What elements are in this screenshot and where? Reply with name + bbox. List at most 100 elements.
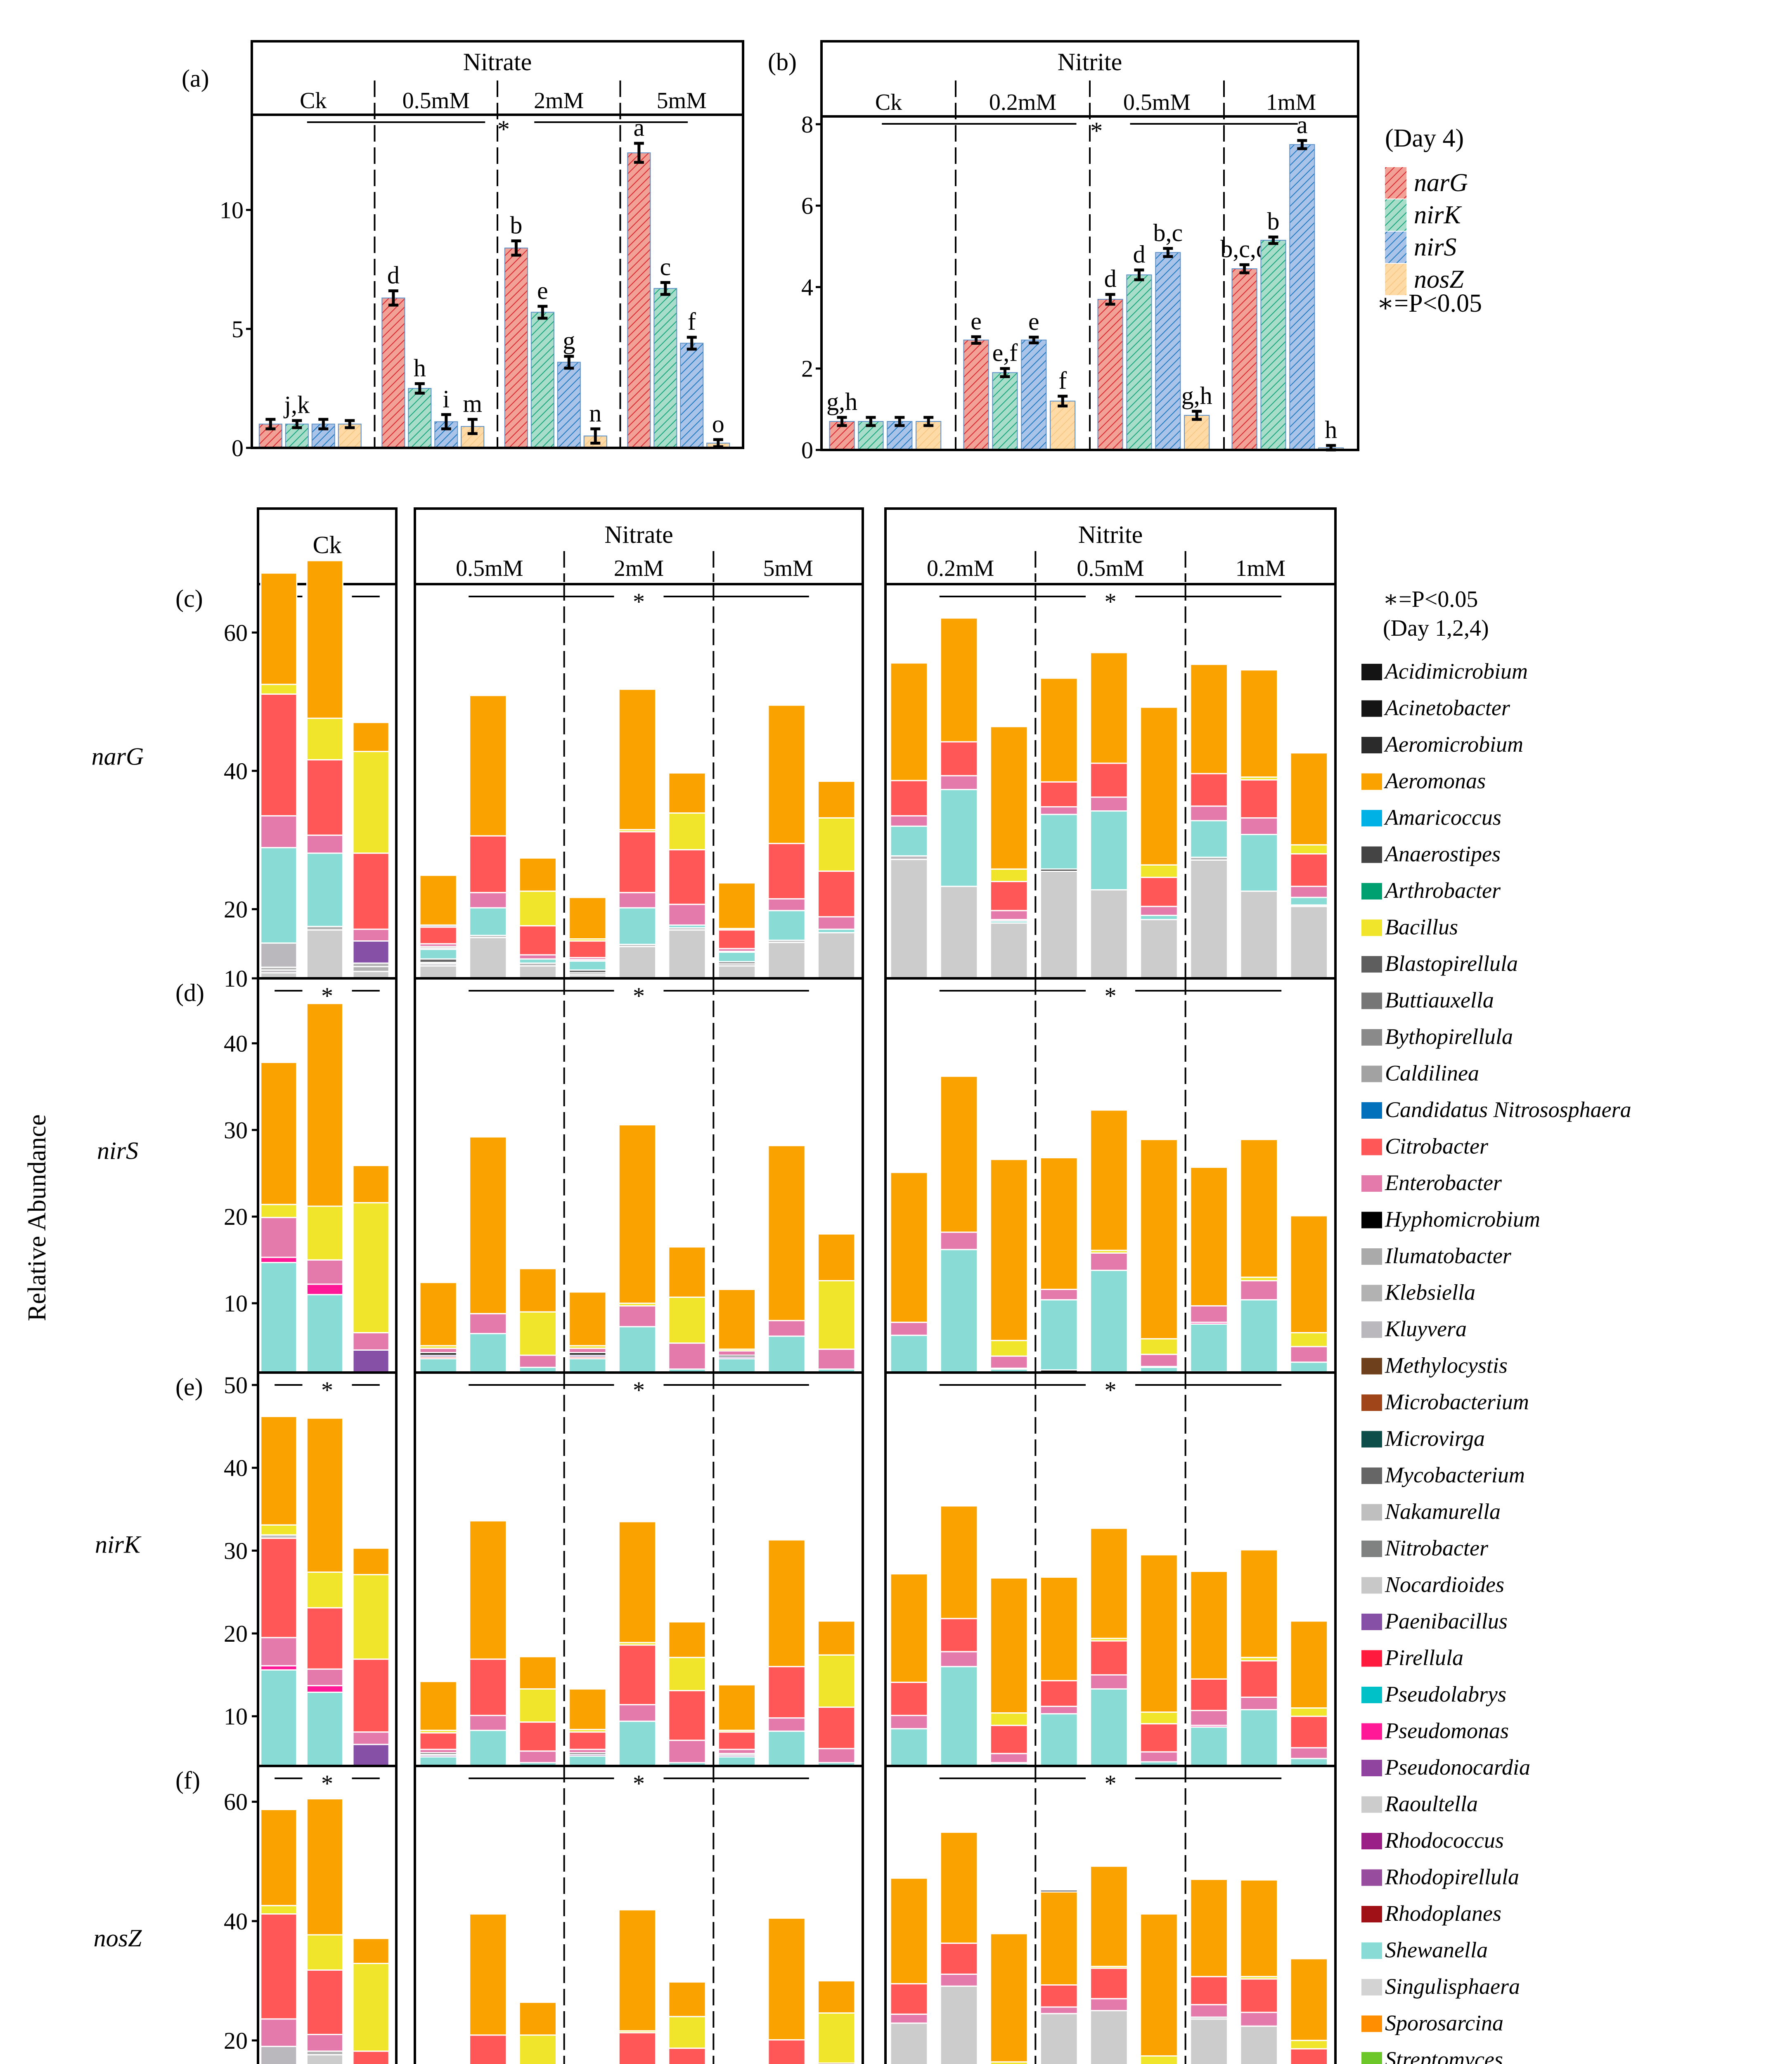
segment-aeromonas: [890, 1172, 928, 1323]
segment-aeromonas: [568, 1688, 607, 1730]
bar-narG: [1097, 299, 1123, 451]
segment-aeromonas: [1140, 1913, 1178, 2057]
segment-aeromonas: [1240, 669, 1278, 778]
segment-raoultella: [469, 937, 507, 979]
segment-aeromonas: [260, 1415, 298, 1526]
facet-subtitle: 2mM: [614, 556, 664, 581]
segment-aeromonas: [668, 1981, 706, 2017]
segment-citrobacter: [260, 1913, 298, 2020]
facet-title: Nitrite: [1058, 48, 1122, 76]
significance-letter: g: [563, 327, 575, 354]
segment-shewanella: [469, 1333, 507, 1373]
bar-nirK: [408, 388, 432, 449]
legend-label-nosZ: nosZ: [1414, 265, 1464, 294]
legend-swatch-pirellula: [1361, 1650, 1382, 1667]
segment-aeromonas: [618, 689, 656, 831]
segment-aeromonas: [306, 1798, 343, 1936]
segment-raoultella: [306, 929, 343, 979]
segment-enterobacter: [890, 2013, 928, 2024]
segment-raoultella: [940, 1985, 978, 2064]
category-label: 1mM: [1266, 90, 1316, 115]
segment-citrobacter: [1290, 2048, 1328, 2064]
segment-aeromonas: [990, 1933, 1028, 2063]
legend-note: ∗=P<0.05: [1377, 289, 1482, 317]
legend-label-pseudonocardia: Pseudonocardia: [1385, 1755, 1530, 1780]
segment-enterobacter: [260, 1637, 298, 1666]
segment-citrobacter: [1190, 1678, 1228, 1711]
error-bar: [1105, 293, 1115, 306]
legend-label-narG: narG: [1414, 169, 1468, 197]
significance-letter: a: [634, 114, 645, 141]
segment-aeromonas: [940, 1831, 978, 1944]
segment-enterobacter: [767, 898, 806, 911]
segment-bacillus: [260, 1524, 298, 1536]
segment-enterobacter: [1240, 1280, 1278, 1301]
bar-nosZ: [1050, 400, 1076, 450]
segment-aeromonas: [717, 1289, 756, 1350]
significance-marker: *: [497, 116, 510, 143]
segment-citrobacter: [352, 1658, 390, 1733]
segment-raoultella: [1190, 2018, 1228, 2064]
segment-bacillus: [668, 812, 706, 850]
error-bar: [1239, 263, 1250, 275]
segment-aeromonas: [419, 1282, 457, 1347]
segment-shewanella: [306, 1691, 343, 1767]
segment-citrobacter: [1090, 762, 1128, 798]
segment-aeromonas: [1140, 706, 1178, 866]
significance-marker: *: [1105, 1770, 1117, 1797]
segment-citrobacter: [469, 2034, 507, 2064]
legend-swatch-nakamurella: [1361, 1504, 1382, 1521]
significance-marker: *: [1105, 1377, 1117, 1404]
legend-swatch-acidimicrobium: [1361, 664, 1382, 680]
segment-shewanella: [767, 1335, 806, 1373]
significance-marker: *: [321, 1770, 333, 1797]
segment-bacillus: [668, 1657, 706, 1691]
category-label: 0.5mM: [1123, 90, 1191, 115]
segment-shewanella: [717, 1756, 756, 1767]
segment-aeromonas: [668, 1246, 706, 1298]
segment-shewanella: [260, 1669, 298, 1767]
segment-enterobacter: [817, 916, 856, 930]
legend-swatch-anaerostipes: [1361, 846, 1382, 863]
segment-bacillus: [1140, 1711, 1178, 1725]
segment-citrobacter: [1039, 781, 1078, 807]
bar-nirK: [992, 372, 1018, 450]
legend-swatch-nirS: [1385, 232, 1406, 263]
bar-nirK: [530, 312, 554, 449]
legend-label-nitrobacter: Nitrobacter: [1385, 1536, 1489, 1560]
facet-title: Nitrite: [1078, 521, 1143, 548]
bar-narG: [504, 247, 528, 448]
significance-letter: b,c: [1153, 219, 1183, 246]
segment-raoultella: [518, 965, 557, 979]
segment-bacillus: [306, 717, 343, 761]
segment-bacillus: [1140, 864, 1178, 878]
segment-shewanella: [419, 949, 457, 960]
error-bar: [345, 419, 355, 429]
panel-frame: [884, 1765, 1337, 2064]
segment-citrobacter: [1090, 1640, 1128, 1676]
segment-bacillus: [260, 1204, 298, 1218]
legend-swatch-microbacterium: [1361, 1394, 1382, 1411]
significance-letter: a: [1297, 111, 1308, 138]
legend-label-nocardioides: Nocardioides: [1385, 1572, 1504, 1597]
legend-genes-day4: (Day 4) narG nirK nirS nosZ∗=P<0.05: [1377, 124, 1482, 317]
facet-subtitle: 0.5mM: [456, 556, 523, 581]
panel-frame: [414, 1765, 864, 2064]
panel-label: (f): [175, 1767, 200, 1794]
error-bar: [590, 427, 601, 445]
legend-label-bacillus: Bacillus: [1385, 915, 1458, 940]
segment-aeromonas: [940, 1075, 978, 1233]
y-tick-label: 40: [224, 1455, 248, 1482]
panel-a-nitrate-day4: (a) Nitrate Ck 0.5mM 2mM 5mM * 0 5 10 j,k d hi m b eg n a…: [182, 40, 744, 462]
bar-nirS: [1021, 339, 1047, 450]
segment-enterobacter: [1190, 1305, 1228, 1323]
legend-swatch-bacillus: [1361, 919, 1382, 936]
segment-aeromonas: [1240, 1549, 1278, 1658]
segment-raoultella: [990, 922, 1028, 979]
segment-bacillus: [518, 2034, 557, 2064]
segment-enterobacter: [469, 1313, 507, 1335]
significance-letter: c: [660, 253, 671, 280]
segment-aeromonas: [260, 1809, 298, 1906]
segment-aeromonas: [890, 662, 928, 781]
